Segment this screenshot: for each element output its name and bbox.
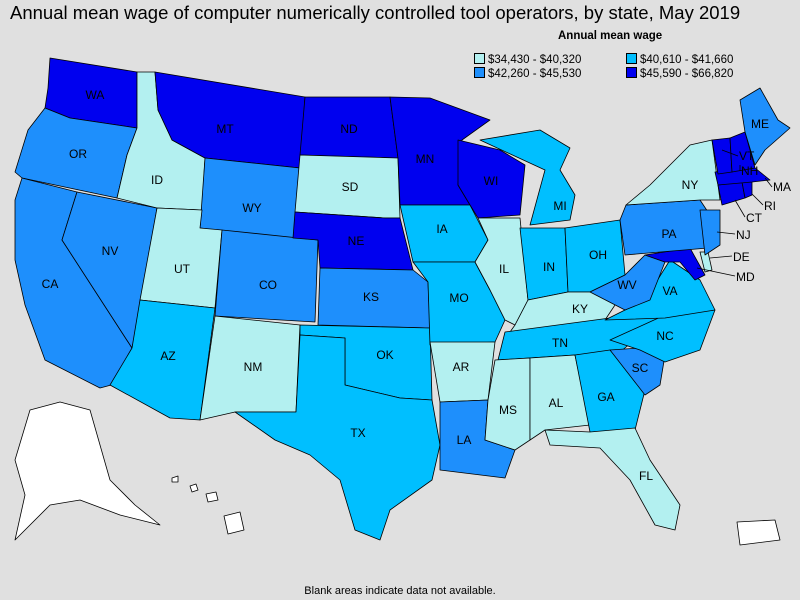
label-UT: UT <box>174 262 191 276</box>
label-IN: IN <box>543 260 555 274</box>
label-WV: WV <box>617 278 636 292</box>
label-VT: VT <box>739 149 755 163</box>
label-MO: MO <box>449 291 468 305</box>
legend-swatch <box>626 53 637 64</box>
legend-label: $42,260 - $45,530 <box>488 68 582 80</box>
label-MN: MN <box>416 152 435 166</box>
label-MS: MS <box>499 403 517 417</box>
state-NH <box>729 131 756 173</box>
label-RI: RI <box>764 199 776 213</box>
state-HI <box>171 475 245 535</box>
label-IA: IA <box>436 222 447 236</box>
legend-swatch <box>626 67 637 78</box>
label-CA: CA <box>42 277 59 291</box>
state-CO <box>214 229 319 323</box>
legend-item: $45,590 - $66,820 <box>626 67 733 80</box>
leader-NJ <box>716 231 736 235</box>
legend-label: $45,590 - $66,820 <box>640 68 734 80</box>
label-NC: NC <box>656 329 674 343</box>
state-PR <box>736 519 781 546</box>
label-KY: KY <box>572 302 588 316</box>
legend-swatch <box>474 53 485 64</box>
label-NY: NY <box>682 178 699 192</box>
label-WA: WA <box>86 88 105 102</box>
label-MI: MI <box>553 199 566 213</box>
legend-title: Annual mean wage <box>558 30 663 42</box>
state-FL <box>544 427 681 531</box>
label-GA: GA <box>597 390 614 404</box>
label-ME: ME <box>751 117 769 131</box>
label-IL: IL <box>499 262 509 276</box>
label-MA: MA <box>773 180 791 194</box>
label-NV: NV <box>102 244 119 258</box>
state-NY <box>625 139 721 206</box>
leader-CT <box>734 199 746 218</box>
label-TX: TX <box>350 426 365 440</box>
label-AR: AR <box>453 360 470 374</box>
label-ND: ND <box>340 122 358 136</box>
label-NE: NE <box>348 234 365 248</box>
state-WY <box>199 157 301 241</box>
label-MT: MT <box>216 122 234 136</box>
label-CT: CT <box>746 211 763 225</box>
label-DE: DE <box>733 250 750 264</box>
label-NH: NH <box>741 164 758 178</box>
label-TN: TN <box>552 336 568 350</box>
leader-RI <box>751 193 764 206</box>
label-AZ: AZ <box>160 349 175 363</box>
label-FL: FL <box>639 469 653 483</box>
legend-label: $40,610 - $41,660 <box>640 54 734 66</box>
leader-VT <box>721 149 739 157</box>
label-OH: OH <box>589 248 607 262</box>
legend-item: $42,260 - $45,530 <box>474 67 581 80</box>
state-MI <box>479 129 576 226</box>
label-OK: OK <box>376 348 393 362</box>
label-LA: LA <box>457 433 472 447</box>
state-AZ <box>109 299 216 421</box>
legend-item: $34,430 - $40,320 <box>474 53 581 66</box>
label-OR: OR <box>69 147 87 161</box>
legend-swatch <box>474 67 485 78</box>
state-AK <box>14 401 161 541</box>
leader-MA <box>764 177 773 188</box>
label-WI: WI <box>484 174 499 188</box>
label-NJ: NJ <box>736 228 751 242</box>
leader-DE <box>709 255 733 259</box>
footnote: Blank areas indicate data not available. <box>304 585 496 597</box>
label-MD: MD <box>736 270 755 284</box>
label-SC: SC <box>632 361 649 375</box>
label-NM: NM <box>244 360 263 374</box>
legend-label: $34,430 - $40,320 <box>488 54 582 66</box>
label-CO: CO <box>259 278 277 292</box>
state-NJ <box>699 209 721 256</box>
label-VA: VA <box>662 284 677 298</box>
state-WI <box>457 139 526 219</box>
label-AL: AL <box>549 396 564 410</box>
label-SD: SD <box>342 180 359 194</box>
label-WY: WY <box>242 201 261 215</box>
label-KS: KS <box>363 290 379 304</box>
leader-MD <box>696 267 736 277</box>
legend-item: $40,610 - $41,660 <box>626 53 733 66</box>
label-PA: PA <box>661 227 676 241</box>
label-ID: ID <box>151 173 163 187</box>
state-AL <box>529 354 591 441</box>
state-TX <box>234 334 441 541</box>
state-ME <box>739 87 791 166</box>
state-CT <box>717 181 746 206</box>
map-title: Annual mean wage of computer numerically… <box>10 2 741 23</box>
